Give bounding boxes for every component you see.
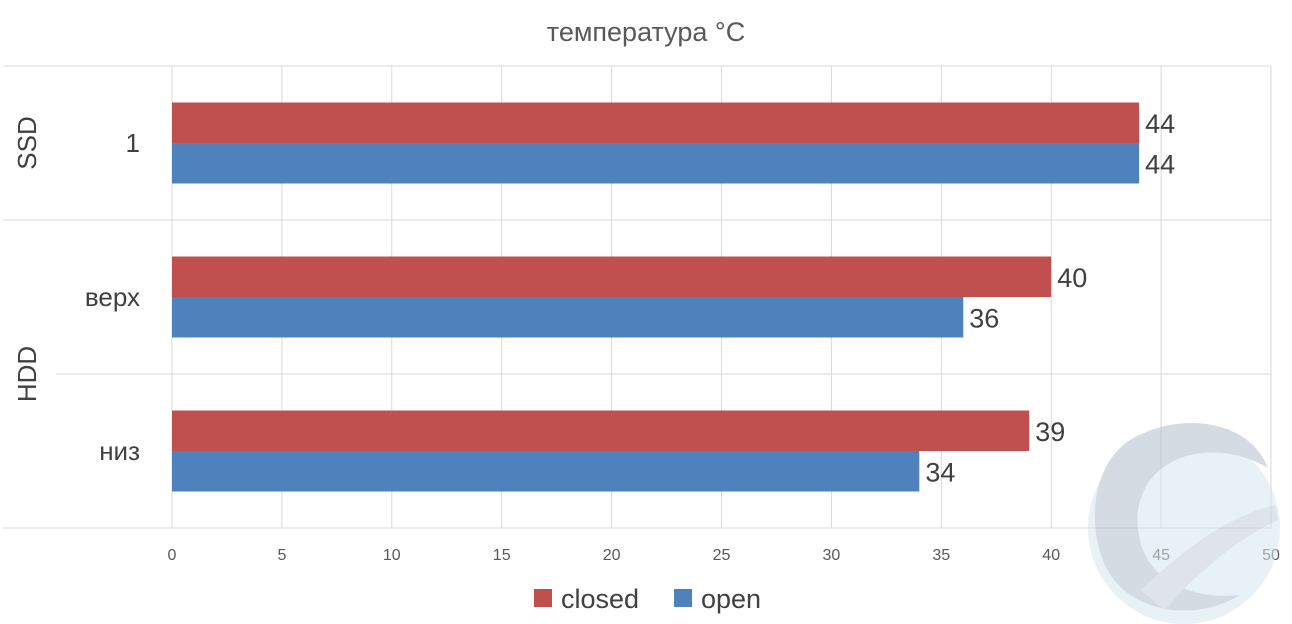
legend-label: open: [701, 584, 761, 614]
category-label: низ: [99, 436, 140, 466]
data-label: 34: [925, 457, 955, 487]
x-tick-label: 10: [383, 547, 401, 564]
data-label: 40: [1057, 263, 1087, 293]
group-separators: [3, 219, 1271, 375]
x-tick-label: 15: [493, 547, 511, 564]
watermark-logo: [1088, 423, 1280, 624]
legend-swatch: [534, 589, 552, 607]
data-label: 44: [1145, 149, 1175, 179]
bar-open: [172, 451, 920, 492]
category-label: верх: [85, 282, 140, 312]
x-tick-label: 35: [932, 547, 950, 564]
x-tick-label: 25: [713, 547, 731, 564]
x-tick-label: 40: [1042, 547, 1060, 564]
legend-label: closed: [561, 584, 639, 614]
chart-title: температура °C: [547, 17, 745, 47]
group-labels: SSD HDD: [12, 116, 42, 402]
data-label: 36: [969, 303, 999, 333]
group-label: HDD: [12, 346, 42, 402]
bar-closed: [172, 256, 1052, 297]
data-labels: 44 44 40 36 39 34: [925, 109, 1175, 488]
x-tick-label: 5: [277, 547, 286, 564]
legend: closed open: [534, 584, 761, 614]
category-label: 1: [126, 128, 140, 158]
x-tick-label: 0: [168, 547, 177, 564]
bars: [172, 102, 1140, 492]
data-label: 39: [1035, 417, 1065, 447]
legend-swatch: [674, 589, 692, 607]
group-label: SSD: [12, 116, 42, 169]
bar-closed: [172, 102, 1140, 143]
bar-closed: [172, 410, 1030, 451]
data-label: 44: [1145, 109, 1175, 139]
x-tick-label: 30: [823, 547, 841, 564]
bar-open: [172, 297, 964, 338]
x-tick-label: 20: [603, 547, 621, 564]
bar-open: [172, 143, 1140, 184]
category-labels: 1 верх низ: [85, 128, 140, 466]
